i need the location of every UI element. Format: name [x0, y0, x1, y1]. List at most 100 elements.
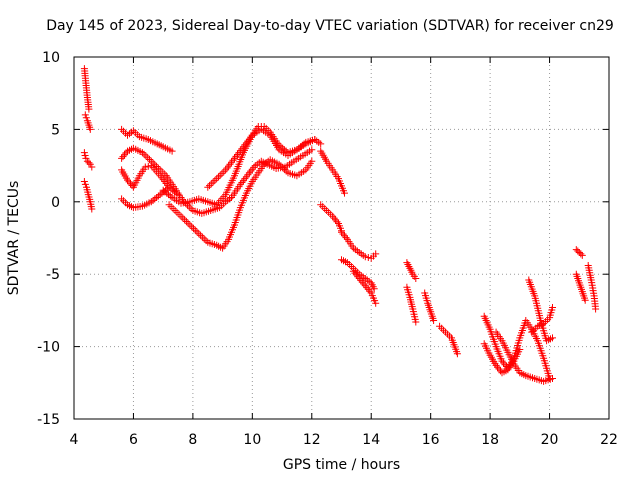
y-tick-label: 0 — [51, 195, 60, 211]
data-point — [351, 269, 359, 277]
x-tick-label: 18 — [481, 432, 499, 448]
data-point — [333, 218, 341, 226]
data-point — [364, 285, 372, 293]
data-point — [166, 192, 174, 200]
data-point — [352, 271, 360, 279]
data-point — [498, 357, 506, 365]
data-point — [549, 375, 556, 382]
data-point — [574, 247, 582, 255]
x-tick-label: 16 — [422, 432, 440, 448]
data-point — [360, 280, 368, 288]
data-point — [549, 304, 556, 311]
data-point — [88, 163, 96, 171]
data-point — [200, 235, 208, 243]
data-point — [198, 233, 206, 241]
data-point — [332, 216, 340, 224]
data-point — [165, 183, 173, 191]
data-point — [216, 171, 224, 179]
data-point — [118, 195, 126, 203]
data-point — [453, 350, 461, 358]
data-point — [211, 176, 219, 184]
data-point — [275, 160, 283, 168]
data-point — [177, 212, 185, 220]
data-point — [430, 317, 438, 324]
data-point — [279, 164, 287, 172]
data-point — [295, 144, 303, 152]
data-point — [280, 165, 288, 173]
data-point — [311, 136, 319, 143]
data-point — [330, 214, 338, 222]
data-point — [338, 228, 345, 236]
data-point — [358, 278, 366, 286]
data-point — [190, 224, 197, 232]
data-point — [341, 189, 348, 197]
data-point — [209, 178, 217, 186]
data-point — [119, 153, 127, 161]
data-points — [80, 65, 600, 385]
x-tick-label: 4 — [70, 432, 79, 448]
data-point — [85, 105, 93, 113]
data-point — [202, 237, 210, 245]
data-point — [185, 203, 193, 211]
data-point — [118, 125, 126, 133]
data-point — [279, 144, 287, 152]
data-point — [83, 157, 91, 165]
data-point — [298, 141, 306, 149]
data-point — [317, 140, 325, 148]
data-point — [297, 143, 304, 151]
data-point — [82, 114, 90, 122]
data-point — [372, 250, 380, 258]
y-tick-label: -15 — [37, 412, 60, 428]
x-tick-label: 14 — [362, 432, 380, 448]
data-point — [206, 182, 213, 190]
y-tick-label: -10 — [37, 340, 60, 356]
data-point — [85, 159, 93, 167]
data-point — [81, 152, 89, 159]
plot-frame — [73, 56, 610, 420]
data-point — [412, 275, 420, 282]
data-point — [142, 152, 150, 160]
data-point — [121, 151, 128, 159]
data-point — [342, 234, 350, 242]
data-point — [250, 163, 258, 171]
data-point — [370, 285, 378, 293]
data-point — [245, 169, 253, 177]
data-point — [361, 282, 369, 290]
data-point — [80, 149, 88, 157]
x-axis-label: GPS time / hours — [282, 457, 401, 473]
data-point — [242, 173, 250, 181]
grid-lines — [74, 57, 609, 419]
data-point — [412, 318, 420, 326]
data-point — [156, 191, 164, 199]
data-point — [82, 154, 90, 162]
data-point — [549, 334, 556, 342]
data-point — [363, 284, 371, 292]
data-point — [187, 205, 195, 213]
y-tick-label: 5 — [51, 122, 60, 138]
data-point — [153, 194, 161, 201]
data-point — [341, 232, 348, 240]
data-point — [300, 140, 308, 148]
data-point — [277, 162, 285, 170]
data-point — [191, 226, 199, 234]
data-point — [144, 154, 152, 162]
x-tick-label: 10 — [243, 432, 261, 448]
data-point — [159, 186, 167, 194]
data-point — [184, 219, 192, 227]
data-point — [161, 188, 169, 196]
data-point — [218, 169, 226, 177]
data-point — [364, 254, 372, 261]
data-point — [81, 180, 89, 188]
data-point — [308, 146, 316, 154]
data-point — [195, 230, 203, 238]
data-point — [308, 157, 316, 165]
data-point — [179, 214, 187, 222]
data-point — [494, 363, 501, 371]
x-tick-label: 20 — [541, 432, 559, 448]
data-point — [127, 180, 134, 188]
data-point — [339, 230, 347, 238]
y-axis-label: SDTVAR / TECUs — [6, 180, 22, 296]
data-point — [118, 154, 126, 162]
data-point — [168, 147, 176, 155]
data-point — [592, 305, 600, 313]
